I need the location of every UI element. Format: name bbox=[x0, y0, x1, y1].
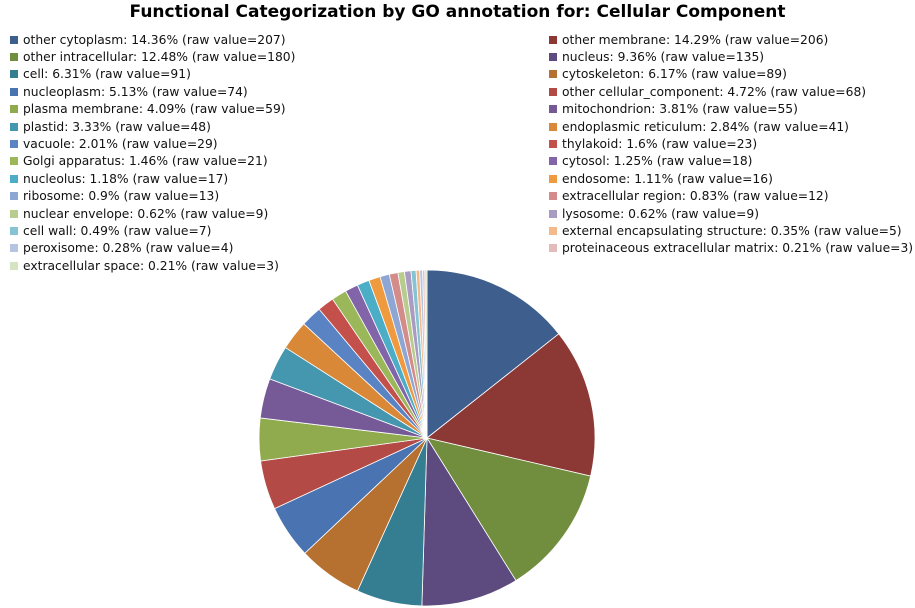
legend-item: proteinaceous extracellular matrix: 0.21… bbox=[549, 240, 913, 257]
legend-item: endoplasmic reticulum: 2.84% (raw value=… bbox=[549, 118, 913, 135]
legend-label: ribosome: 0.9% (raw value=13) bbox=[23, 189, 220, 204]
legend-swatch bbox=[549, 157, 557, 166]
legend-item: other membrane: 14.29% (raw value=206) bbox=[549, 31, 913, 48]
legend-swatch bbox=[10, 174, 18, 183]
legend-swatch bbox=[10, 53, 18, 62]
pie-slice-other-cytoplasm bbox=[426, 269, 560, 439]
legend-item: mitochondrion: 3.81% (raw value=55) bbox=[549, 101, 913, 118]
legend-item: nucleoplasm: 5.13% (raw value=74) bbox=[10, 83, 295, 100]
legend-item: lysosome: 0.62% (raw value=9) bbox=[549, 205, 913, 222]
legend-swatch bbox=[10, 105, 18, 114]
legend-swatch bbox=[10, 244, 18, 253]
legend-item: other cytoplasm: 14.36% (raw value=207) bbox=[10, 31, 295, 48]
legend-label: nucleoplasm: 5.13% (raw value=74) bbox=[23, 84, 248, 99]
legend-swatch bbox=[10, 226, 18, 235]
legend-item: other cellular_component: 4.72% (raw val… bbox=[549, 83, 913, 100]
legend-item: nuclear envelope: 0.62% (raw value=9) bbox=[10, 205, 295, 222]
legend-swatch bbox=[10, 122, 18, 131]
legend-item: other intracellular: 12.48% (raw value=1… bbox=[10, 48, 295, 65]
legend-left-column: other cytoplasm: 14.36% (raw value=207) o… bbox=[10, 31, 295, 274]
legend-swatch bbox=[549, 53, 557, 62]
legend-swatch bbox=[10, 140, 18, 149]
legend-swatch bbox=[549, 226, 557, 235]
legend-swatch bbox=[549, 140, 557, 149]
legend-swatch bbox=[10, 261, 18, 270]
legend-swatch bbox=[549, 35, 557, 44]
legend-swatch bbox=[549, 192, 557, 201]
legend-item: extracellular region: 0.83% (raw value=1… bbox=[549, 188, 913, 205]
legend-item: vacuole: 2.01% (raw value=29) bbox=[10, 135, 295, 152]
legend-item: thylakoid: 1.6% (raw value=23) bbox=[549, 135, 913, 152]
legend-label: cytoskeleton: 6.17% (raw value=89) bbox=[562, 67, 787, 82]
legend-swatch bbox=[10, 35, 18, 44]
legend-item: plasma membrane: 4.09% (raw value=59) bbox=[10, 101, 295, 118]
legend-label: cytosol: 1.25% (raw value=18) bbox=[562, 154, 753, 169]
legend-label: endosome: 1.11% (raw value=16) bbox=[562, 171, 773, 186]
legend-label: external encapsulating structure: 0.35% … bbox=[562, 223, 902, 238]
legend-item: ribosome: 0.9% (raw value=13) bbox=[10, 188, 295, 205]
legend-label: plastid: 3.33% (raw value=48) bbox=[23, 119, 211, 134]
legend-swatch bbox=[10, 87, 18, 96]
legend-swatch bbox=[549, 209, 557, 218]
legend-label: proteinaceous extracellular matrix: 0.21… bbox=[562, 241, 914, 256]
legend-item: plastid: 3.33% (raw value=48) bbox=[10, 118, 295, 135]
legend-label: vacuole: 2.01% (raw value=29) bbox=[23, 137, 218, 152]
legend-item: Golgi apparatus: 1.46% (raw value=21) bbox=[10, 153, 295, 170]
legend-label: mitochondrion: 3.81% (raw value=55) bbox=[562, 102, 798, 117]
legend-swatch bbox=[549, 70, 557, 79]
legend-swatch bbox=[10, 209, 18, 218]
legend-label: other cytoplasm: 14.36% (raw value=207) bbox=[23, 32, 286, 47]
legend-item: cytosol: 1.25% (raw value=18) bbox=[549, 153, 913, 170]
legend-label: extracellular region: 0.83% (raw value=1… bbox=[562, 189, 829, 204]
legend-item: external encapsulating structure: 0.35% … bbox=[549, 222, 913, 239]
legend-swatch bbox=[549, 174, 557, 183]
legend-item: nucleus: 9.36% (raw value=135) bbox=[549, 48, 913, 65]
legend-label: cell wall: 0.49% (raw value=7) bbox=[23, 223, 212, 238]
legend-item: cell wall: 0.49% (raw value=7) bbox=[10, 222, 295, 239]
pie-slice-nucleus bbox=[421, 436, 517, 607]
pie-slice-other-intracellular bbox=[426, 437, 592, 582]
legend-item: endosome: 1.11% (raw value=16) bbox=[549, 170, 913, 187]
legend-swatch bbox=[10, 192, 18, 201]
legend-label: Golgi apparatus: 1.46% (raw value=21) bbox=[23, 154, 268, 169]
legend-label: peroxisome: 0.28% (raw value=4) bbox=[23, 241, 234, 256]
legend-label: other intracellular: 12.48% (raw value=1… bbox=[23, 50, 296, 65]
pie-slice-other-membrane bbox=[426, 333, 596, 477]
legend-label: endoplasmic reticulum: 2.84% (raw value=… bbox=[562, 119, 849, 134]
legend-label: nuclear envelope: 0.62% (raw value=9) bbox=[23, 206, 269, 221]
legend-label: plasma membrane: 4.09% (raw value=59) bbox=[23, 102, 286, 117]
legend-label: nucleus: 9.36% (raw value=135) bbox=[562, 50, 765, 65]
legend-label: other cellular_component: 4.72% (raw val… bbox=[562, 84, 867, 99]
legend-swatch bbox=[549, 244, 557, 253]
legend-swatch bbox=[549, 122, 557, 131]
legend-item: peroxisome: 0.28% (raw value=4) bbox=[10, 240, 295, 257]
legend-label: cell: 6.31% (raw value=91) bbox=[23, 67, 191, 82]
legend-swatch bbox=[549, 105, 557, 114]
legend-right-column: other membrane: 14.29% (raw value=206) nu… bbox=[549, 31, 913, 257]
legend-label: thylakoid: 1.6% (raw value=23) bbox=[562, 137, 758, 152]
legend-label: lysosome: 0.62% (raw value=9) bbox=[562, 206, 759, 221]
legend-item: cytoskeleton: 6.17% (raw value=89) bbox=[549, 66, 913, 83]
legend-item: extracellular space: 0.21% (raw value=3) bbox=[10, 257, 295, 274]
chart-title: Functional Categorization by GO annotati… bbox=[129, 2, 786, 22]
legend-label: extracellular space: 0.21% (raw value=3) bbox=[23, 258, 279, 273]
legend-swatch bbox=[549, 87, 557, 96]
legend-item: nucleolus: 1.18% (raw value=17) bbox=[10, 170, 295, 187]
pie-slice-extracellular-space bbox=[424, 269, 428, 439]
legend-item: cell: 6.31% (raw value=91) bbox=[10, 66, 295, 83]
legend-swatch bbox=[10, 70, 18, 79]
legend-label: other membrane: 14.29% (raw value=206) bbox=[562, 32, 829, 47]
legend-swatch bbox=[10, 157, 18, 166]
legend-label: nucleolus: 1.18% (raw value=17) bbox=[23, 171, 229, 186]
